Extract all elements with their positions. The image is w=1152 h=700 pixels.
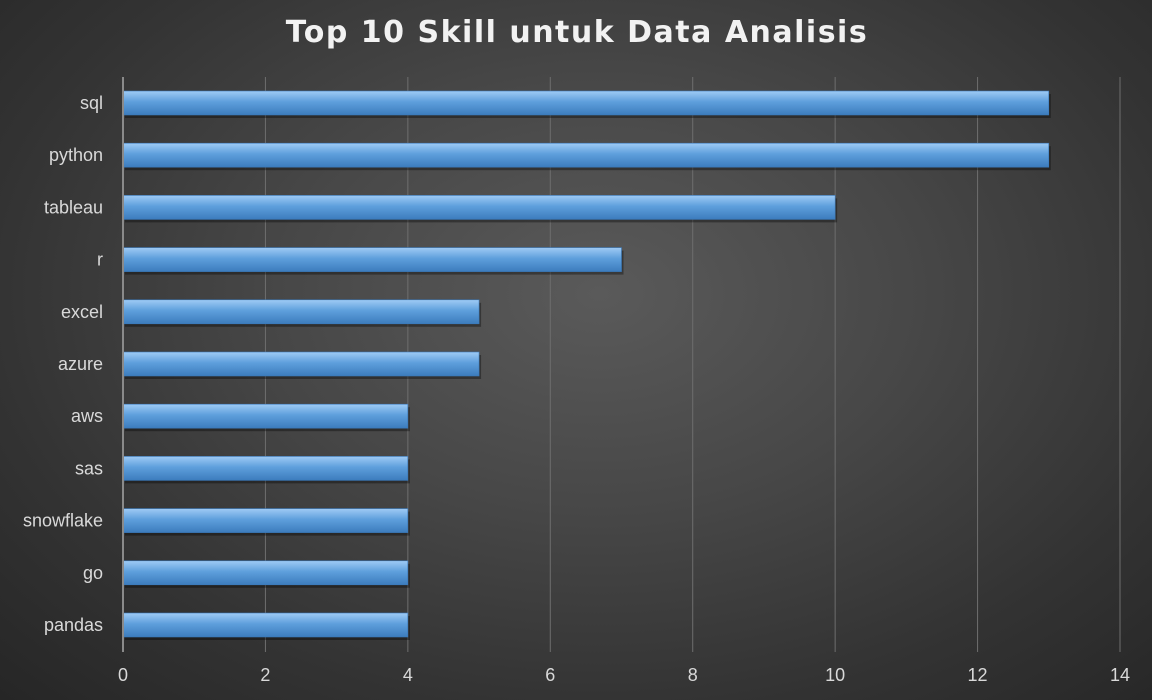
category-label-azure: azure [58,354,103,374]
bar-aws [122,403,409,429]
category-label-excel: excel [61,302,103,322]
x-tick-label: 4 [403,665,413,685]
bar-pandas [122,612,409,638]
x-tick-labels: 0 2 4 6 8 10 12 14 [118,665,1130,685]
category-label-sas: sas [75,458,103,478]
x-tick-label: 8 [688,665,698,685]
bar-sas [122,456,409,481]
bar-snowflake [122,508,409,533]
bars [122,90,1051,640]
category-label-python: python [49,145,103,165]
x-tick-label: 2 [260,665,270,685]
bar-go [122,560,409,586]
category-label-r: r [97,250,103,270]
x-tick-label: 6 [545,665,555,685]
x-tick-label: 14 [1110,665,1130,685]
category-label-sql: sql [80,93,103,113]
category-labels: sql python tableau r excel azure aws sas snowfla… [23,93,103,635]
category-label-tableau: tableau [44,197,103,217]
bar-r [122,247,622,272]
bar-sql [122,90,1050,116]
category-label-go: go [83,563,103,583]
chart-title: Top 10 Skill untuk Data Analisis [286,15,868,50]
x-tick-label: 12 [968,665,988,685]
x-tick-label: 10 [825,665,845,685]
bar-excel [122,299,480,325]
category-label-pandas: pandas [44,615,103,635]
bar-tableau [122,195,836,220]
bar-python [122,142,1050,168]
category-label-aws: aws [71,406,103,426]
gridlines [264,77,1121,652]
x-tick-label: 0 [118,665,128,685]
bar-azure [122,351,480,377]
category-label-snowflake: snowflake [23,511,103,531]
